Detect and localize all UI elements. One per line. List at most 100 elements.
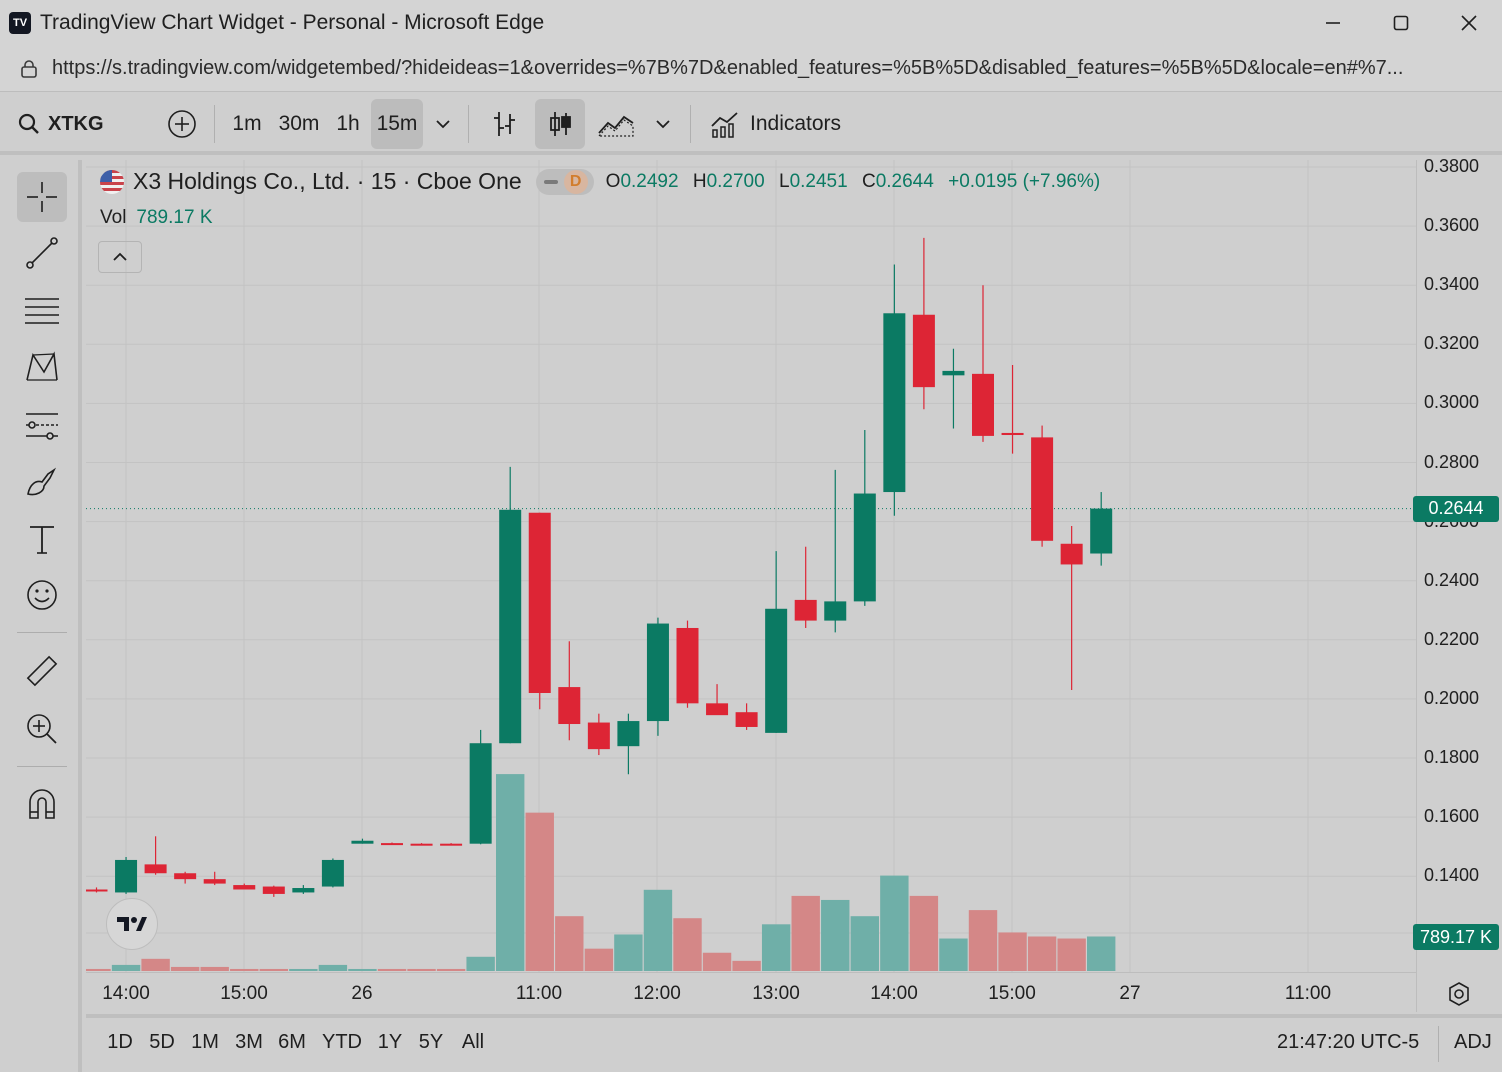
chart-type-dropdown[interactable] bbox=[646, 99, 680, 149]
range-1m[interactable]: 1M bbox=[191, 1031, 219, 1053]
last-price-tag: 0.2644 bbox=[1413, 495, 1499, 522]
status-dash-icon bbox=[543, 179, 558, 184]
candle-body bbox=[86, 889, 108, 892]
plus-circle-icon bbox=[168, 110, 196, 138]
indicators-icon bbox=[711, 112, 738, 138]
delayed-badge: D bbox=[563, 169, 588, 194]
price-label: 0.2800 bbox=[1424, 451, 1480, 472]
price-label: 0.3800 bbox=[1424, 156, 1480, 176]
interval-15m[interactable]: 15m bbox=[371, 99, 423, 149]
interval-1h[interactable]: 1h bbox=[336, 112, 360, 135]
compare-symbol-button[interactable] bbox=[160, 99, 204, 149]
candle-body bbox=[853, 493, 876, 602]
volume-bar bbox=[702, 952, 732, 971]
tradingview-app-icon: TV bbox=[9, 12, 31, 34]
text-icon bbox=[30, 526, 54, 554]
zoom-in-tool[interactable] bbox=[17, 704, 67, 754]
candles-chart-type-button[interactable] bbox=[535, 99, 585, 149]
range-all[interactable]: All bbox=[461, 1031, 485, 1053]
symbol-description[interactable]: X3 Holdings Co., Ltd. · 15 · Cboe One bbox=[133, 168, 522, 194]
price-axis[interactable] bbox=[1416, 160, 1502, 1012]
range-ytd[interactable]: YTD bbox=[322, 1031, 362, 1053]
range-5y[interactable]: 5Y bbox=[418, 1031, 444, 1053]
crosshair-icon bbox=[27, 182, 57, 212]
chart-settings-button[interactable] bbox=[1446, 981, 1472, 1012]
maximize-button[interactable] bbox=[1368, 0, 1434, 46]
crosshair-tool[interactable] bbox=[17, 172, 67, 222]
volume-tag: 789.17 K bbox=[1413, 924, 1499, 950]
candlestick-icon bbox=[550, 112, 571, 136]
area-chart-type-button[interactable] bbox=[592, 99, 640, 149]
volume-bar bbox=[466, 956, 495, 971]
candle-body bbox=[1001, 432, 1024, 436]
trend-line-icon bbox=[26, 237, 58, 269]
market-status-badge[interactable]: D bbox=[535, 168, 594, 195]
volume-bar bbox=[496, 774, 525, 971]
trend-line-tool[interactable] bbox=[17, 228, 67, 278]
ohlc-values: O0.2492 H0.2700 L0.2451 C0.2644 +0.0195 … bbox=[606, 171, 1110, 193]
high-key: H bbox=[692, 170, 707, 192]
lock-icon bbox=[21, 59, 37, 78]
fib-retracement-tool[interactable] bbox=[17, 286, 67, 336]
low-value: 0.2451 bbox=[789, 170, 848, 192]
low-key: L bbox=[778, 170, 790, 192]
chart-toolbar: XTKG 1m 30m 1h 15m Indicators bbox=[0, 93, 1502, 155]
emoji-tool[interactable] bbox=[17, 570, 67, 620]
interval-30m[interactable]: 30m bbox=[278, 112, 320, 135]
price-label: 0.1600 bbox=[1424, 806, 1480, 827]
chevron-down-icon bbox=[656, 120, 670, 129]
window-titlebar: TV TradingView Chart Widget - Personal -… bbox=[0, 0, 1502, 46]
candle-body bbox=[765, 608, 788, 733]
time-axis[interactable] bbox=[86, 972, 1416, 1014]
magnet-icon bbox=[29, 789, 55, 819]
candle-body bbox=[706, 703, 729, 716]
clock[interactable]: 21:47:20 UTC-5 bbox=[1277, 1031, 1420, 1053]
time-label: 11:00 bbox=[515, 983, 563, 1004]
candle-body bbox=[1031, 437, 1054, 541]
collapse-legend-button[interactable] bbox=[98, 241, 142, 273]
measure-tool[interactable] bbox=[17, 646, 67, 696]
magnet-tool[interactable] bbox=[17, 780, 67, 830]
open-key: O bbox=[605, 170, 621, 192]
address-bar[interactable]: https://s.tradingview.com/widgetembed/?h… bbox=[0, 46, 1502, 92]
volume-bar bbox=[111, 964, 141, 971]
text-tool[interactable] bbox=[17, 514, 67, 564]
toolbar-divider bbox=[468, 105, 469, 143]
close-value: 0.2644 bbox=[875, 170, 934, 192]
bar-chart-type-button[interactable] bbox=[480, 99, 528, 149]
range-5d[interactable]: 5D bbox=[149, 1031, 175, 1053]
time-label: 12:00 bbox=[633, 983, 681, 1004]
candle-body bbox=[174, 873, 197, 880]
chevron-up-icon bbox=[113, 252, 127, 261]
volume-value: 789.17 K bbox=[136, 207, 213, 228]
range-bar bbox=[86, 1014, 1502, 1072]
adjustment-toggle[interactable]: ADJ bbox=[1454, 1031, 1492, 1053]
brush-tool[interactable] bbox=[17, 456, 67, 506]
interval-1m[interactable]: 1m bbox=[232, 112, 262, 135]
range-6m[interactable]: 6M bbox=[278, 1031, 306, 1053]
pattern-tool[interactable] bbox=[17, 342, 67, 392]
interval-dropdown[interactable] bbox=[426, 99, 460, 149]
price-chart[interactable] bbox=[86, 160, 1416, 1012]
tradingview-logo[interactable] bbox=[106, 898, 158, 950]
chart-legend: X3 Holdings Co., Ltd. · 15 · Cboe One D … bbox=[100, 168, 1109, 195]
candle-body bbox=[794, 599, 817, 621]
volume-bar bbox=[348, 968, 377, 971]
minimize-button[interactable] bbox=[1300, 0, 1366, 46]
range-3m[interactable]: 3M bbox=[235, 1031, 263, 1053]
bottom-divider bbox=[1438, 1026, 1439, 1062]
zoom-in-icon bbox=[27, 714, 57, 744]
candle-body bbox=[321, 859, 344, 887]
indicators-label: Indicators bbox=[750, 112, 842, 135]
range-1y[interactable]: 1Y bbox=[377, 1031, 403, 1053]
symbol-search[interactable]: XTKG bbox=[12, 99, 152, 149]
close-button[interactable] bbox=[1436, 0, 1502, 46]
prediction-tool[interactable] bbox=[17, 400, 67, 450]
chart-pane[interactable] bbox=[86, 160, 1416, 1012]
fib-lines-icon bbox=[25, 298, 59, 324]
range-1d[interactable]: 1D bbox=[107, 1031, 133, 1053]
volume-legend: Vol 789.17 K bbox=[100, 207, 213, 229]
url-text[interactable]: https://s.tradingview.com/widgetembed/?h… bbox=[52, 57, 1404, 79]
candle-body bbox=[883, 313, 906, 493]
indicators-button[interactable]: Indicators bbox=[702, 99, 852, 149]
